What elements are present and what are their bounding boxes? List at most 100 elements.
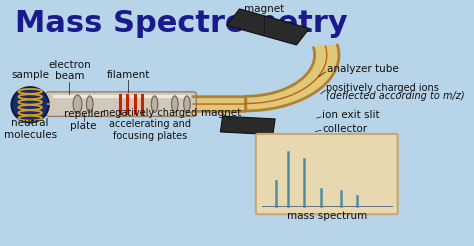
Polygon shape [281,90,295,103]
Polygon shape [288,87,304,99]
Polygon shape [283,89,298,102]
Polygon shape [292,85,311,96]
Polygon shape [250,96,254,111]
Polygon shape [306,74,328,82]
Text: filament: filament [107,70,150,80]
Text: Mass Spectrometry: Mass Spectrometry [15,9,347,38]
Polygon shape [314,50,339,52]
Polygon shape [237,97,238,111]
Polygon shape [258,95,265,110]
Text: magnet: magnet [244,4,284,14]
Polygon shape [315,55,339,56]
Polygon shape [313,45,338,49]
Polygon shape [279,91,293,104]
Polygon shape [226,97,228,111]
Polygon shape [309,70,332,77]
Polygon shape [314,51,339,54]
Polygon shape [254,96,259,110]
Polygon shape [202,97,204,111]
Text: neutral
molecules: neutral molecules [4,118,57,139]
Polygon shape [314,56,339,58]
Polygon shape [289,86,307,98]
Polygon shape [284,89,300,101]
Polygon shape [252,96,257,111]
Polygon shape [233,97,235,111]
FancyBboxPatch shape [46,92,196,116]
Polygon shape [242,97,244,111]
Ellipse shape [73,95,82,113]
Polygon shape [270,93,281,107]
Polygon shape [298,81,318,91]
Ellipse shape [172,96,178,112]
Polygon shape [220,97,222,111]
Polygon shape [303,77,325,86]
Polygon shape [229,97,231,111]
Polygon shape [204,97,206,111]
Polygon shape [313,62,337,66]
Polygon shape [307,73,330,80]
Polygon shape [256,96,262,110]
Polygon shape [201,97,202,111]
Text: positively charged ions: positively charged ions [326,83,439,93]
Polygon shape [273,92,286,106]
Ellipse shape [184,96,190,112]
Polygon shape [312,64,337,70]
Polygon shape [304,76,326,85]
Ellipse shape [11,87,49,123]
Polygon shape [308,72,331,79]
Polygon shape [213,97,215,111]
Polygon shape [248,96,251,111]
Polygon shape [215,97,217,111]
Polygon shape [235,97,237,111]
Polygon shape [295,83,315,94]
Polygon shape [313,61,338,65]
Polygon shape [266,94,275,108]
Polygon shape [315,53,339,55]
Polygon shape [302,78,323,88]
Polygon shape [314,60,338,63]
Polygon shape [275,92,288,105]
Polygon shape [206,97,208,111]
Polygon shape [219,97,220,111]
Text: mass spectrum: mass spectrum [287,211,367,221]
Polygon shape [231,97,233,111]
Polygon shape [195,97,197,111]
Polygon shape [311,67,335,73]
Polygon shape [227,9,310,45]
Polygon shape [314,59,338,62]
Polygon shape [291,85,309,97]
Polygon shape [260,95,268,110]
Polygon shape [210,97,211,111]
Polygon shape [277,91,291,105]
Polygon shape [238,97,240,111]
Text: analyzer tube: analyzer tube [327,64,399,74]
Polygon shape [224,97,226,111]
Polygon shape [311,66,336,71]
Text: repeller
plate: repeller plate [64,109,104,131]
Text: ion exit slit: ion exit slit [322,110,380,120]
Polygon shape [314,48,338,51]
Polygon shape [193,97,195,111]
Text: sample: sample [11,70,49,80]
Polygon shape [305,75,328,83]
Text: magnet: magnet [201,108,242,118]
Polygon shape [297,82,316,92]
Polygon shape [211,97,213,111]
Text: negatively charged
accelerating and
focusing plates: negatively charged accelerating and focu… [103,108,198,141]
Polygon shape [197,97,199,111]
Polygon shape [314,57,339,60]
Polygon shape [314,46,338,50]
Polygon shape [268,94,278,108]
Polygon shape [240,97,242,111]
Polygon shape [272,93,283,107]
Polygon shape [294,84,313,95]
Polygon shape [228,97,229,111]
Text: collector: collector [322,123,367,134]
Text: (deflected according to m/z): (deflected according to m/z) [326,91,465,101]
Polygon shape [286,88,302,100]
Polygon shape [262,95,270,109]
Ellipse shape [151,96,158,112]
FancyBboxPatch shape [256,134,398,214]
Polygon shape [220,116,275,135]
Polygon shape [264,94,273,109]
